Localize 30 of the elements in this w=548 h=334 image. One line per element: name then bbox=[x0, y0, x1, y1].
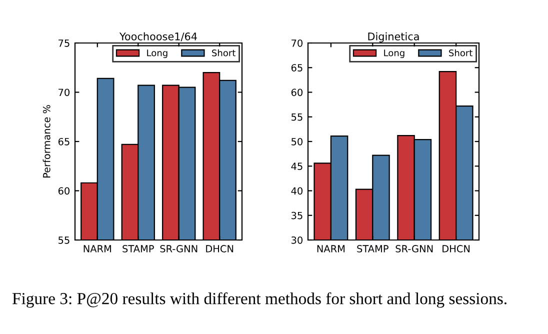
y-tick-label: 50 bbox=[292, 138, 302, 146]
x-tick-label: STAMP bbox=[122, 245, 154, 252]
legend-label: Short bbox=[212, 49, 236, 56]
x-tick-label: STAMP bbox=[357, 245, 388, 252]
caption: Figure 3: P@20 results with different methods for short and long sessions. bbox=[12, 292, 506, 308]
x-tick-label: DHCN bbox=[442, 245, 470, 252]
legend-label: Long bbox=[147, 50, 168, 58]
y-tick-label: 60 bbox=[291, 88, 302, 96]
y-tick-label: 60 bbox=[58, 187, 70, 195]
x-tick-label: SR-GNN bbox=[396, 245, 433, 252]
y-tick-label: 30 bbox=[292, 236, 302, 244]
x-tick-label: SR-GNN bbox=[160, 245, 198, 252]
x-tick-label: NARM bbox=[317, 245, 345, 252]
legend-label: Long bbox=[384, 50, 404, 58]
y-tick-label: 65 bbox=[291, 64, 302, 72]
x-tick-label: NARM bbox=[84, 245, 111, 252]
y-tick-label: 70 bbox=[58, 88, 70, 96]
x-tick-label: DHCN bbox=[206, 245, 234, 252]
y-axis-title: Performance % bbox=[42, 105, 50, 178]
y-tick-label: 70 bbox=[292, 39, 302, 47]
legend-label: Short bbox=[449, 49, 472, 56]
y-tick-label: 55 bbox=[292, 113, 302, 121]
y-tick-label: 55 bbox=[58, 236, 70, 244]
y-tick-label: 45 bbox=[291, 162, 302, 170]
y-tick-label: 65 bbox=[58, 138, 70, 146]
y-tick-label: 75 bbox=[58, 40, 70, 47]
chart-title: Diginetica bbox=[368, 32, 419, 42]
y-tick-label: 40 bbox=[291, 187, 302, 195]
y-tick-label: 35 bbox=[292, 212, 302, 220]
chart-title: Yoochoose1/64 bbox=[119, 32, 197, 42]
